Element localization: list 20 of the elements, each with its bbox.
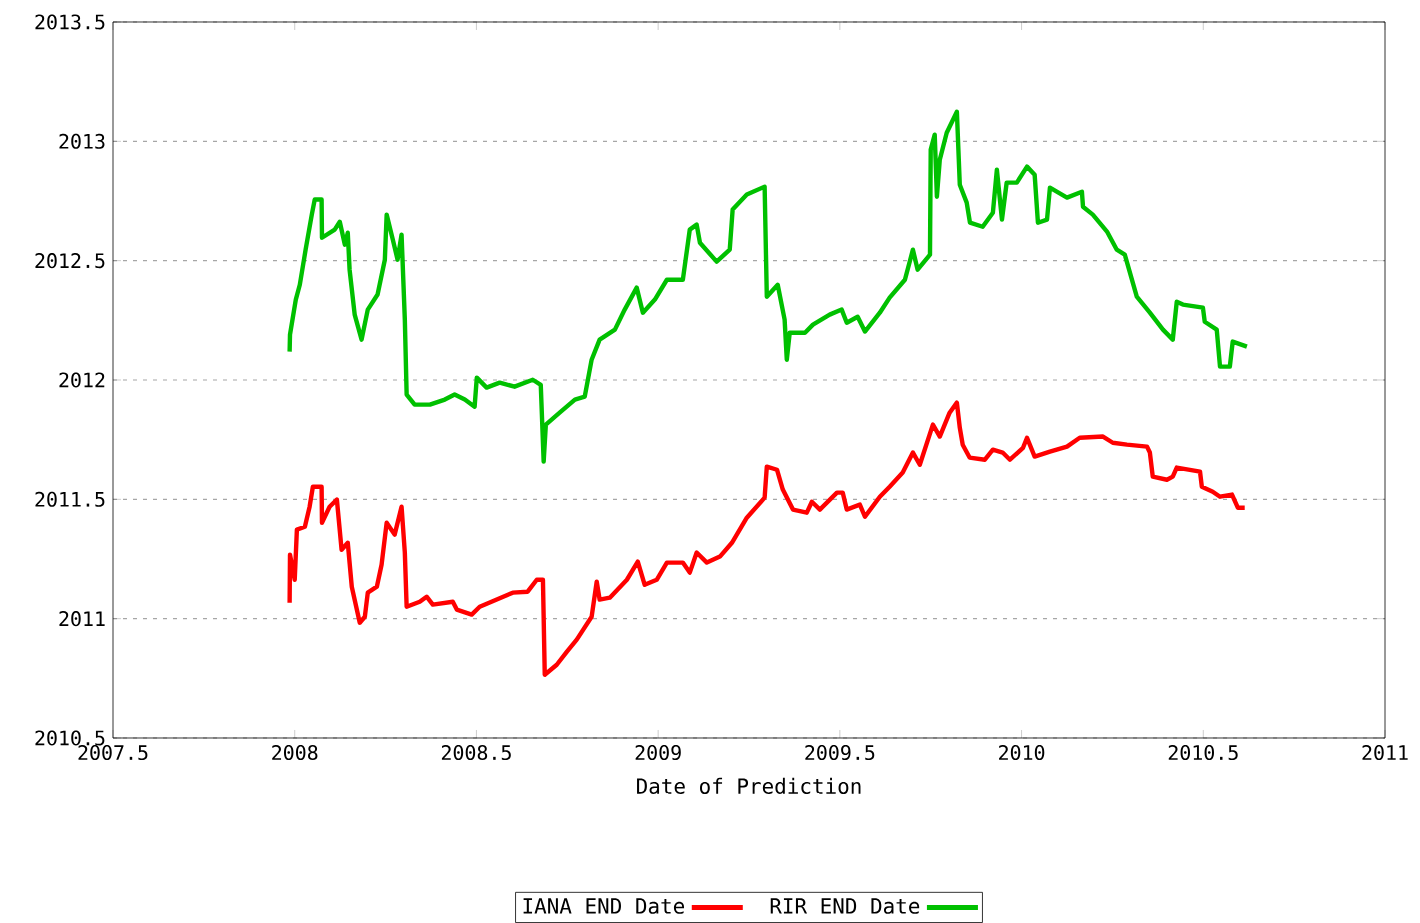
y-tick-label: 2011 xyxy=(59,611,105,627)
x-tick-label: 2008 xyxy=(272,745,318,761)
x-tick-label: 2009 xyxy=(635,745,681,761)
x-tick-label: 2010.5 xyxy=(1168,745,1238,761)
y-tick-label: 2013.5 xyxy=(35,14,105,30)
x-tick-label: 2007.5 xyxy=(78,745,148,761)
y-tick-label: 2010.5 xyxy=(35,730,105,746)
x-tick-label: 2010 xyxy=(999,745,1045,761)
x-tick-label: 2009.5 xyxy=(805,745,875,761)
y-tick-label: 2011.5 xyxy=(35,491,105,507)
x-tick-label: 2008.5 xyxy=(441,745,511,761)
line-series xyxy=(287,109,1250,464)
line-series xyxy=(287,400,1247,677)
legend-label: RIR END Date xyxy=(770,898,920,914)
y-tick-label: 2012 xyxy=(59,372,105,388)
x-tick-label: 2011 xyxy=(1362,745,1408,761)
legend-label: IANA END Date xyxy=(523,898,685,914)
x-axis-title: Date of Prediction xyxy=(637,777,861,794)
y-tick-label: 2012.5 xyxy=(35,253,105,269)
y-tick-label: 2013 xyxy=(59,133,105,149)
